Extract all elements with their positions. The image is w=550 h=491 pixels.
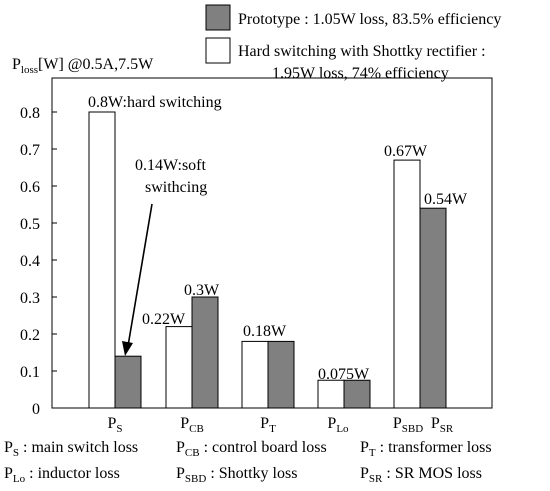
- bar-hard-switching: [393, 159, 421, 409]
- footnote-s-text: : main switch loss: [19, 439, 138, 456]
- y-axis-title: Ploss[W] @0.5A,7.5W: [12, 56, 154, 76]
- bar-hard-switching: [165, 326, 193, 409]
- y-tick-label: 0.5: [20, 216, 40, 233]
- y-tick-label: 0.4: [20, 253, 40, 270]
- x-category-label-sub: CB: [189, 423, 204, 435]
- x-category-label: PLo: [327, 415, 349, 435]
- y-tick-label: 0.1: [20, 364, 40, 381]
- legend: Prototype : 1.05W loss, 83.5% efficiency…: [205, 4, 501, 82]
- bar-prototype: [343, 379, 371, 409]
- footnote-sr-text: : SR MOS loss: [382, 465, 482, 482]
- x-category-label: PS: [107, 415, 122, 435]
- x-category-label-main: P: [180, 415, 189, 432]
- footnote-cb-text: : control board loss: [200, 439, 327, 456]
- x-category-label: PT: [260, 415, 276, 435]
- data-label-ps-proto-2: swithcing: [145, 179, 207, 196]
- footnote-sr: PSR : SR MOS loss: [360, 465, 482, 485]
- x-category-label: PSBD: [393, 415, 423, 435]
- legend-label-prototype: Prototype : 1.05W loss, 83.5% efficiency: [238, 11, 501, 28]
- footnote-s-main: P: [4, 439, 13, 456]
- x-category-label-main: P: [260, 415, 269, 432]
- y-axis-title-main: P: [12, 56, 21, 73]
- bar-prototype: [267, 340, 295, 409]
- legend-label-hard-switching-2: 1.95W loss, 74% efficiency: [272, 65, 449, 82]
- bar-prototype: [114, 355, 142, 409]
- data-labels: 0.8W:hard switching 0.14W:soft swithcing 0.…: [88, 94, 468, 383]
- y-tick-label: 0.3: [20, 290, 40, 307]
- footnote-cb-main: P: [176, 439, 185, 456]
- footnote-lo-text: : inductor loss: [25, 465, 120, 482]
- bar-hard-switching: [317, 379, 345, 409]
- footnote-sbd-sub: SBD: [185, 473, 206, 485]
- footnote-sr-sub: SR: [369, 473, 383, 485]
- footnote-t-text: : transformer loss: [376, 439, 492, 456]
- footnote-s: PS : main switch loss: [4, 439, 138, 459]
- footnote-cb-sub: CB: [185, 447, 200, 459]
- data-label-ps-proto: 0.14W:soft: [135, 157, 207, 174]
- footnote-lo-sub: Lo: [13, 473, 26, 485]
- x-category-label-sub: S: [116, 423, 122, 435]
- bar-hard-switching: [241, 340, 269, 409]
- x-category-label-main: P: [107, 415, 116, 432]
- y-tick-label: 0: [32, 401, 40, 418]
- x-category-label-sub: SBD: [402, 423, 423, 435]
- y-tick-label: 0.6: [20, 179, 40, 196]
- data-label-pcb-hard: 0.22W: [142, 311, 186, 328]
- x-category-label-sr-sub: SR: [440, 423, 454, 435]
- footnote-sbd-main: P: [176, 465, 185, 482]
- y-axis-title-rest: [W] @0.5A,7.5W: [38, 56, 154, 73]
- x-category-label-sr: PSR: [431, 415, 454, 435]
- y-axis-title-sub: loss: [21, 64, 38, 76]
- y-tick-label: 0.7: [20, 142, 40, 159]
- x-category-label-sub: Lo: [336, 423, 349, 435]
- data-label-psr: 0.54W: [424, 191, 468, 208]
- data-label-ps-hard: 0.8W:hard switching: [88, 94, 222, 111]
- data-label-pt: 0.18W: [243, 323, 287, 340]
- x-category-label-sr-main: P: [431, 415, 440, 432]
- x-category-label-main: P: [327, 415, 336, 432]
- data-label-pcb-proto: 0.3W: [184, 282, 220, 299]
- footnote-s-sub: S: [13, 447, 19, 459]
- x-axis-category-labels: PS PCB PT PLo PSBD PSR: [107, 415, 453, 435]
- y-tick-label: 0.8: [20, 105, 40, 122]
- footnote-sbd-text: : Shottky loss: [206, 465, 297, 482]
- bar-prototype: [191, 296, 219, 409]
- soft-switching-arrowhead: [122, 341, 133, 356]
- footnote-t-main: P: [360, 439, 369, 456]
- footnotes: PS : main switch loss PCB : control board…: [4, 439, 492, 485]
- x-category-label-main: P: [393, 415, 402, 432]
- footnote-cb: PCB : control board loss: [176, 439, 327, 459]
- footnote-t: PT : transformer loss: [360, 439, 492, 459]
- footnote-t-sub: T: [369, 447, 376, 459]
- x-category-label: PCB: [180, 415, 204, 435]
- soft-switching-arrow-line: [127, 203, 153, 347]
- legend-label-hard-switching: Hard switching with Shottky rectifier :: [238, 43, 486, 60]
- bars: [88, 111, 447, 409]
- legend-swatch-prototype: [205, 4, 231, 31]
- bar-hard-switching: [88, 111, 116, 409]
- x-category-label-sub: T: [269, 423, 276, 435]
- legend-swatch-hard-switching: [205, 37, 231, 64]
- data-label-plo: 0.075W: [318, 366, 370, 383]
- footnote-lo: PLo : inductor loss: [4, 465, 120, 485]
- y-tick-label: 0.2: [20, 327, 40, 344]
- data-label-psbd: 0.67W: [384, 143, 428, 160]
- footnote-sbd: PSBD : Shottky loss: [176, 465, 297, 485]
- footnote-sr-main: P: [360, 465, 369, 482]
- footnote-lo-main: P: [4, 465, 13, 482]
- y-axis-ticks: 0 0.1 0.2 0.3 0.4 0.5 0.6 0.7 0.8: [20, 105, 57, 418]
- soft-switching-arrow: [122, 203, 153, 356]
- bar-prototype: [419, 207, 447, 409]
